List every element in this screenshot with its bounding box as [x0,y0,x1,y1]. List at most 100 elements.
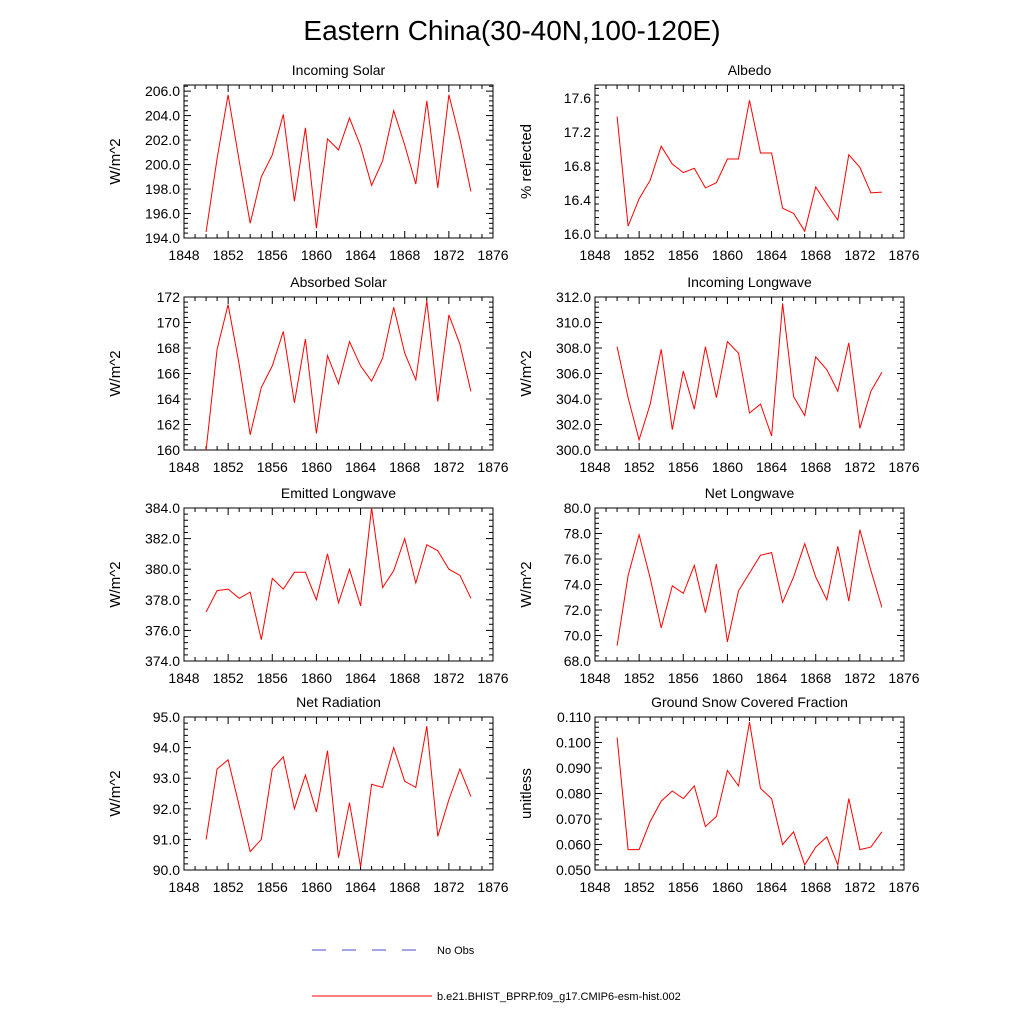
series-line [616,722,883,867]
x-tick-label: 1876 [477,879,508,895]
x-tick-label: 1852 [213,459,244,475]
x-tick-label: 1868 [800,879,831,895]
x-tick-label: 1868 [389,459,420,475]
y-tick-label: 0.100 [556,735,591,751]
y-tick-label: 91.0 [153,831,180,847]
series-line [616,100,882,233]
x-tick-label: 1872 [433,459,464,475]
y-tick-label: 304.0 [556,391,591,407]
x-tick-label: 1852 [213,247,244,263]
y-tick-label: 78.0 [564,526,591,542]
x-tick-label: 1868 [800,247,831,263]
series-line [616,303,883,442]
plot-frame [594,84,905,239]
y-tick-label: 308.0 [556,340,591,356]
x-tick-label: 1868 [800,459,831,475]
y-tick-label: 382.0 [145,531,180,547]
y-tick-label: 194.0 [145,230,180,246]
y-tick-label: 17.6 [564,90,591,106]
y-tick-label: 76.0 [564,551,591,567]
y-axis-label: W/m^2 [107,561,124,607]
y-tick-label: 166 [157,366,181,382]
x-tick-label: 1860 [301,247,332,263]
y-axis-label: W/m^2 [518,561,535,607]
x-tick-label: 1876 [477,247,508,263]
panel-title: Emitted Longwave [281,485,396,501]
x-tick-label: 1860 [712,459,743,475]
panel-2: 1848 1852 1856 1860 1864 1868 1872 1876 16.0 16.4… [518,62,920,263]
figure-title: Eastern China(30-40N,100-120E) [303,15,720,46]
y-tick-label: 380.0 [145,561,180,577]
y-tick-label: 378.0 [145,592,180,608]
y-tick-label: 168 [157,340,181,356]
x-tick-label: 1864 [756,670,787,686]
x-tick-label: 1876 [888,247,919,263]
x-tick-label: 1848 [168,247,199,263]
plot-frame [594,507,905,662]
x-tick-label: 1860 [712,879,743,895]
y-tick-label: 0.060 [556,837,591,853]
x-tick-label: 1848 [579,459,610,475]
y-axis-label: W/m^2 [107,770,124,816]
y-tick-label: 172 [157,289,181,305]
panel-3: 1848 1852 1856 1860 1864 1868 1872 1876 160 162 16… [107,274,509,475]
x-tick-label: 1860 [712,247,743,263]
y-tick-label: 376.0 [145,622,180,638]
x-tick-label: 1856 [668,459,699,475]
y-tick-label: 164 [157,391,181,407]
x-tick-label: 1856 [668,879,699,895]
y-axis-label: % reflected [518,124,535,199]
plot-frame [594,296,905,451]
y-tick-label: 310.0 [556,315,591,331]
x-tick-label: 1848 [579,247,610,263]
x-tick-label: 1864 [756,247,787,263]
x-tick-label: 1852 [624,879,655,895]
y-tick-label: 0.070 [556,811,591,827]
y-tick-label: 198.0 [145,181,180,197]
x-tick-label: 1872 [844,247,875,263]
y-tick-label: 16.0 [564,226,591,242]
legend-model-label: b.e21.BHIST_BPRP.f09_g17.CMIP6-esm-hist.… [437,991,681,1003]
y-tick-label: 384.0 [145,500,180,516]
x-tick-label: 1872 [844,879,875,895]
y-tick-label: 70.0 [564,628,591,644]
plot-frame [183,716,494,871]
x-tick-label: 1872 [433,670,464,686]
panel-title: Albedo [728,62,772,78]
y-tick-label: 80.0 [564,500,591,516]
x-tick-label: 1876 [888,670,919,686]
y-tick-label: 0.050 [556,862,591,878]
x-tick-label: 1868 [389,670,420,686]
y-tick-label: 374.0 [145,653,180,669]
panel-title: Net Longwave [705,485,795,501]
y-axis-label: W/m^2 [107,138,124,184]
x-tick-label: 1864 [345,247,376,263]
y-tick-label: 93.0 [153,770,180,786]
panel-5: 1848 1852 1856 1860 1864 1868 1872 1876 374.0 376… [107,485,509,686]
y-tick-label: 204.0 [145,108,180,124]
y-tick-label: 306.0 [556,366,591,382]
y-tick-label: 92.0 [153,801,180,817]
y-tick-label: 300.0 [556,442,591,458]
y-axis-label: W/m^2 [518,350,535,396]
x-tick-label: 1868 [800,670,831,686]
x-tick-label: 1856 [668,247,699,263]
y-tick-label: 17.2 [564,124,591,140]
x-tick-label: 1848 [168,459,199,475]
y-tick-label: 202.0 [145,132,180,148]
x-tick-label: 1864 [345,670,376,686]
y-tick-label: 90.0 [153,862,180,878]
y-tick-label: 170 [157,315,181,331]
x-tick-label: 1864 [345,459,376,475]
x-tick-label: 1860 [301,459,332,475]
plot-frame [594,716,905,871]
panel-4: 1848 1852 1856 1860 1864 1868 1872 1876 300.0 302… [518,274,920,475]
x-tick-label: 1852 [624,459,655,475]
x-tick-label: 1876 [888,459,919,475]
y-tick-label: 312.0 [556,289,591,305]
x-tick-label: 1848 [579,670,610,686]
x-tick-label: 1872 [844,670,875,686]
x-tick-label: 1848 [168,879,199,895]
legend: No Obs b.e21.BHIST_BPRP.f09_g17.CMIP6-es… [312,945,681,1003]
